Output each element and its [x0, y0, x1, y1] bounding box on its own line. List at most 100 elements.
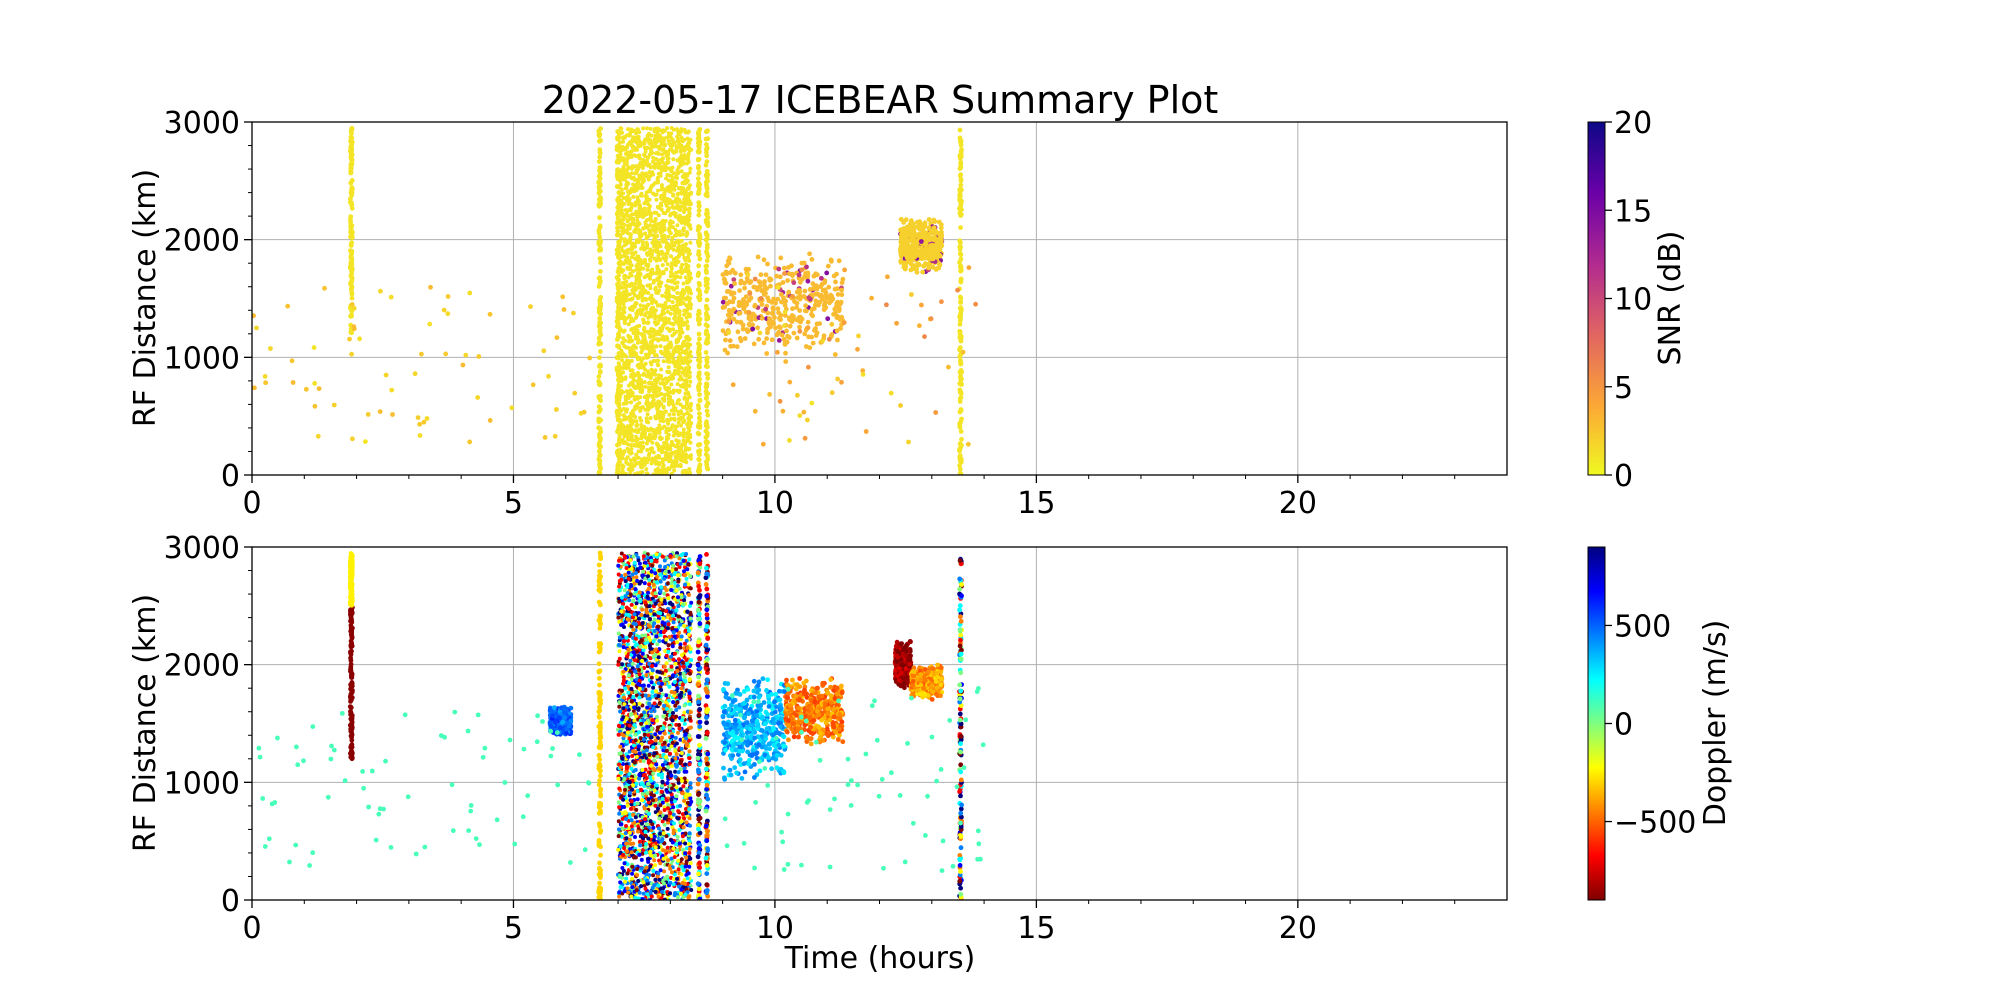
data-point	[642, 380, 647, 385]
data-point	[615, 282, 621, 288]
data-point	[625, 248, 630, 253]
data-point	[674, 127, 679, 132]
data-point	[648, 433, 653, 438]
data-point	[669, 376, 674, 381]
data-point	[635, 340, 640, 345]
data-point	[638, 406, 643, 410]
data-point	[697, 336, 702, 342]
data-point	[629, 447, 634, 451]
data-point	[644, 441, 649, 446]
data-point	[663, 258, 668, 263]
data-point	[686, 391, 691, 396]
data-point	[615, 343, 621, 349]
data-point	[637, 376, 642, 381]
data-point	[794, 335, 800, 341]
data-point	[685, 410, 690, 415]
data-point	[926, 225, 932, 231]
data-point	[660, 465, 665, 470]
data-point	[697, 411, 702, 416]
data-point	[958, 429, 964, 434]
data-point	[632, 326, 637, 331]
data-point	[797, 279, 803, 285]
data-point	[938, 225, 944, 231]
data-point	[664, 471, 669, 475]
data-point	[695, 273, 701, 278]
data-point	[641, 444, 646, 449]
data-point	[615, 250, 621, 256]
data-point	[825, 316, 831, 322]
data-point	[704, 311, 709, 317]
data-point	[673, 240, 678, 245]
data-point	[635, 295, 640, 300]
data-point	[762, 286, 768, 292]
data-point	[935, 242, 941, 248]
data-point	[625, 171, 630, 176]
data-point	[672, 210, 676, 215]
data-point	[784, 328, 789, 334]
data-point	[670, 278, 675, 283]
data-point	[666, 365, 671, 370]
data-point	[649, 253, 654, 257]
data-point	[631, 269, 636, 274]
data-point	[821, 303, 827, 308]
data-point	[676, 269, 681, 274]
data-point	[731, 306, 737, 312]
y-tick-label: 3000	[164, 106, 240, 141]
data-point	[616, 454, 622, 460]
data-point	[918, 239, 924, 244]
data-point	[625, 455, 630, 460]
data-point	[657, 303, 661, 308]
data-point	[644, 158, 649, 163]
data-point	[598, 398, 603, 403]
data-point	[754, 287, 760, 293]
data-point	[348, 697, 354, 703]
data-point	[773, 300, 778, 306]
data-point	[614, 324, 620, 329]
data-point	[631, 384, 636, 389]
data-point	[621, 165, 626, 169]
data-point	[634, 200, 639, 205]
data-point	[910, 228, 915, 234]
data-point	[813, 298, 819, 304]
data-point	[734, 344, 740, 350]
data-point	[894, 320, 899, 326]
data-point	[635, 354, 640, 359]
data-point	[348, 575, 354, 581]
data-point	[658, 344, 663, 349]
data-point	[651, 191, 656, 196]
data-point	[616, 286, 621, 292]
data-point	[643, 312, 648, 317]
data-point	[696, 456, 702, 462]
data-point	[822, 307, 827, 312]
data-point	[737, 288, 742, 293]
data-point	[349, 178, 355, 183]
data-point	[632, 443, 637, 448]
data-point	[761, 257, 767, 263]
data-point	[669, 261, 674, 266]
data-point	[705, 253, 711, 259]
data-point	[649, 219, 654, 224]
data-point	[262, 374, 268, 379]
data-point	[676, 367, 681, 372]
data-point	[666, 390, 671, 395]
data-point	[779, 299, 784, 305]
data-point	[561, 307, 567, 312]
data-point	[641, 126, 646, 131]
data-point	[653, 372, 658, 377]
data-point	[774, 273, 780, 279]
data-point	[805, 270, 811, 276]
data-point	[778, 292, 784, 297]
data-point	[650, 404, 654, 409]
data-point	[597, 465, 603, 471]
data-point	[623, 186, 628, 191]
data-point	[743, 266, 749, 272]
data-point	[597, 434, 602, 440]
data-point	[635, 127, 640, 132]
data-point	[629, 443, 633, 448]
data-point	[636, 227, 641, 232]
data-point	[645, 369, 650, 374]
data-point	[639, 461, 644, 466]
data-point	[643, 258, 647, 262]
data-point	[646, 262, 651, 267]
data-point	[682, 200, 687, 205]
